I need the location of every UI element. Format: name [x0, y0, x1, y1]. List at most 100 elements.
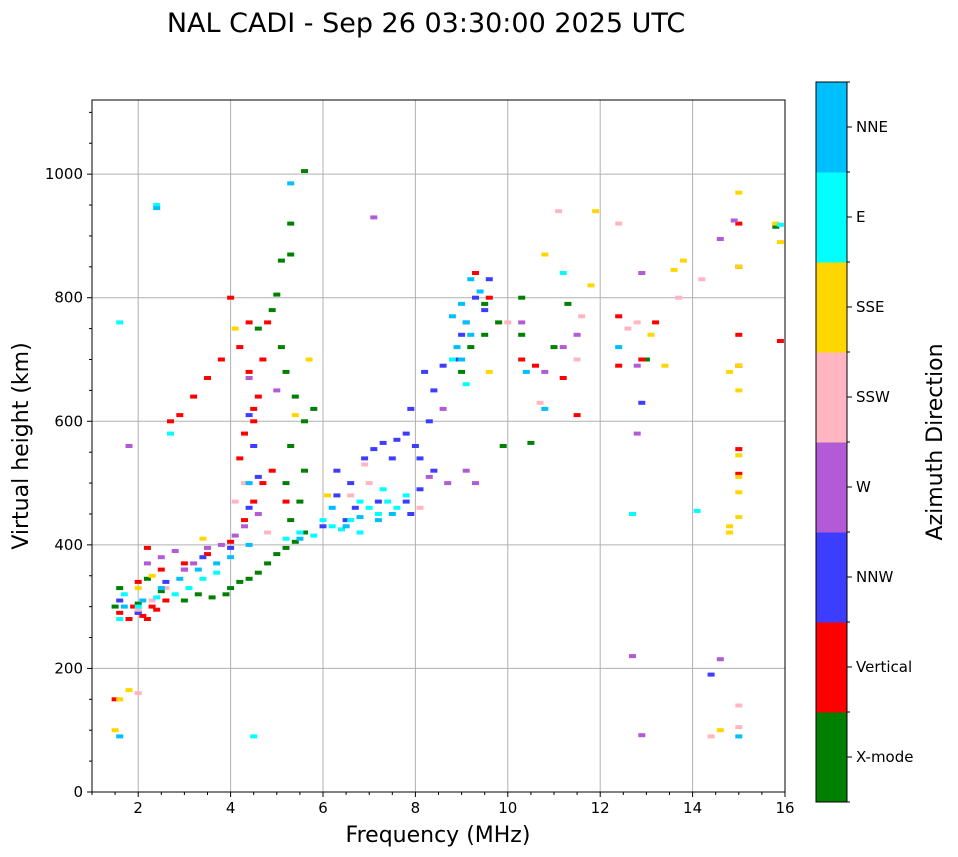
data-point-x-mode — [287, 518, 295, 523]
data-point-nnw — [347, 481, 355, 486]
data-point-ssw — [416, 505, 424, 510]
data-point-nnw — [351, 505, 359, 510]
colorbar-segment — [816, 622, 847, 713]
data-point-nne — [448, 314, 456, 319]
data-point-e — [250, 734, 258, 739]
data-point-x-mode — [499, 444, 507, 448]
data-point-vertical — [162, 598, 170, 603]
data-point-e — [153, 595, 161, 600]
data-point-ssw — [264, 530, 272, 535]
data-point-ssw — [675, 295, 683, 300]
data-point-ssw — [735, 725, 743, 730]
data-point-nnw — [402, 499, 410, 504]
data-point-nnw — [416, 456, 424, 461]
data-point-nnw — [407, 406, 415, 411]
data-point-e — [116, 617, 124, 621]
data-point-w — [541, 369, 549, 374]
data-point-x-mode — [287, 221, 295, 226]
data-point-x-mode — [254, 570, 262, 575]
data-point-vertical — [176, 413, 184, 418]
data-point-e — [693, 508, 701, 513]
data-point-x-mode — [116, 586, 124, 591]
colorbar-tick-label: SSW — [856, 388, 890, 406]
data-point-x-mode — [143, 576, 151, 581]
data-point-nne — [615, 345, 623, 350]
data-point-x-mode — [287, 252, 295, 257]
data-point-w — [190, 561, 198, 566]
data-point-nne — [245, 481, 253, 486]
colorbar-segment — [816, 172, 847, 263]
data-point-e — [365, 505, 373, 510]
data-point-nne — [116, 734, 124, 739]
data-point-x-mode — [458, 369, 466, 374]
data-point-x-mode — [180, 598, 188, 603]
data-point-nnw — [374, 499, 382, 504]
y-tick-label: 1000 — [45, 165, 83, 183]
x-tick-label: 8 — [411, 799, 421, 817]
data-point-x-mode — [194, 592, 202, 597]
data-point-nne — [458, 357, 466, 362]
data-point-ssw — [624, 326, 632, 331]
data-point-x-mode — [245, 576, 253, 581]
data-point-w — [559, 345, 567, 350]
data-point-nnw — [245, 505, 253, 510]
data-point-vertical — [735, 332, 743, 337]
x-tick-label: 10 — [498, 799, 517, 817]
data-point-vertical — [139, 613, 147, 618]
data-point-x-mode — [236, 579, 244, 584]
data-point-nne — [287, 181, 295, 186]
data-point-x-mode — [277, 258, 285, 263]
data-point-x-mode — [273, 552, 281, 557]
data-point-nnw — [134, 610, 142, 615]
data-point-x-mode — [208, 595, 216, 600]
data-point-ssw — [134, 691, 142, 696]
data-point-sse — [291, 413, 299, 418]
data-point-x-mode — [564, 301, 572, 306]
data-point-e — [462, 382, 470, 387]
colorbar: X-mode Vertical NNW W SSW SSE E NNE — [815, 81, 913, 803]
data-point-vertical — [153, 607, 161, 612]
colorbar-tick-label: SSE — [856, 298, 885, 316]
data-point-sse — [587, 283, 595, 288]
data-point-w — [245, 376, 253, 380]
data-point-ssw — [707, 734, 715, 739]
data-point-w — [370, 215, 378, 220]
colorbar-tick-label: W — [856, 478, 871, 496]
data-point-vertical — [217, 357, 225, 362]
data-point-nne — [342, 524, 350, 529]
data-point-vertical — [776, 339, 784, 343]
data-point-e — [374, 512, 382, 516]
data-point-w — [444, 481, 452, 486]
data-point-nnw — [421, 369, 429, 374]
data-point-w — [472, 481, 479, 486]
data-point-x-mode — [527, 440, 535, 445]
data-point-nnw — [333, 493, 341, 498]
data-point-x-mode — [296, 499, 304, 504]
data-point-x-mode — [518, 295, 526, 300]
data-point-nne — [541, 406, 549, 411]
chart-title: NAL CADI - Sep 26 03:30:00 2025 UTC — [167, 8, 685, 39]
data-point-vertical — [282, 499, 290, 504]
data-point-w — [730, 218, 738, 223]
data-point-nne — [194, 567, 202, 572]
data-point-nne — [213, 561, 221, 566]
data-point-w — [716, 657, 724, 662]
data-point-nne — [467, 277, 475, 282]
data-point-vertical — [472, 271, 479, 275]
data-point-ssw — [241, 481, 248, 486]
data-point-w — [439, 406, 447, 411]
data-point-w — [573, 332, 581, 337]
data-point-nne — [227, 555, 235, 560]
data-point-nne — [388, 512, 396, 516]
data-point-w — [638, 733, 646, 738]
data-point-x-mode — [518, 332, 526, 337]
data-point-x-mode — [642, 357, 650, 362]
data-point-vertical — [615, 363, 623, 368]
data-point-w — [241, 524, 248, 529]
data-point-nnw — [411, 444, 419, 448]
data-point-x-mode — [222, 592, 230, 597]
colorbar-tick-label: E — [856, 208, 865, 226]
data-point-x-mode — [481, 301, 489, 306]
data-point-vertical — [485, 295, 493, 300]
data-point-vertical — [236, 345, 244, 350]
